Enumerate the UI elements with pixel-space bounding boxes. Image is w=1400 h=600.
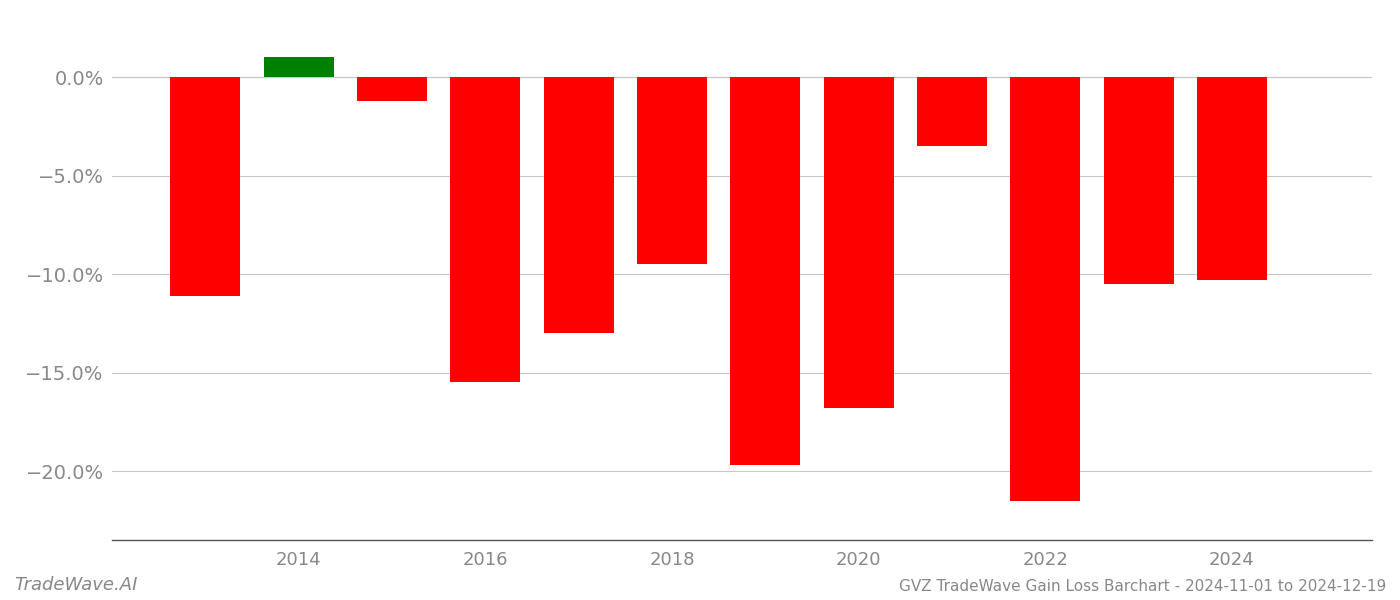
Bar [263, 58, 333, 77]
Text: GVZ TradeWave Gain Loss Barchart - 2024-11-01 to 2024-12-19: GVZ TradeWave Gain Loss Barchart - 2024-… [899, 579, 1386, 594]
Bar [1011, 77, 1081, 500]
Bar [917, 77, 987, 146]
Bar [637, 77, 707, 264]
Bar [171, 77, 241, 296]
Bar [543, 77, 613, 333]
Bar [1103, 77, 1173, 284]
Bar [357, 77, 427, 101]
Text: TradeWave.AI: TradeWave.AI [14, 576, 137, 594]
Bar [1197, 77, 1267, 280]
Bar [823, 77, 893, 408]
Bar [731, 77, 801, 465]
Bar [451, 77, 521, 382]
